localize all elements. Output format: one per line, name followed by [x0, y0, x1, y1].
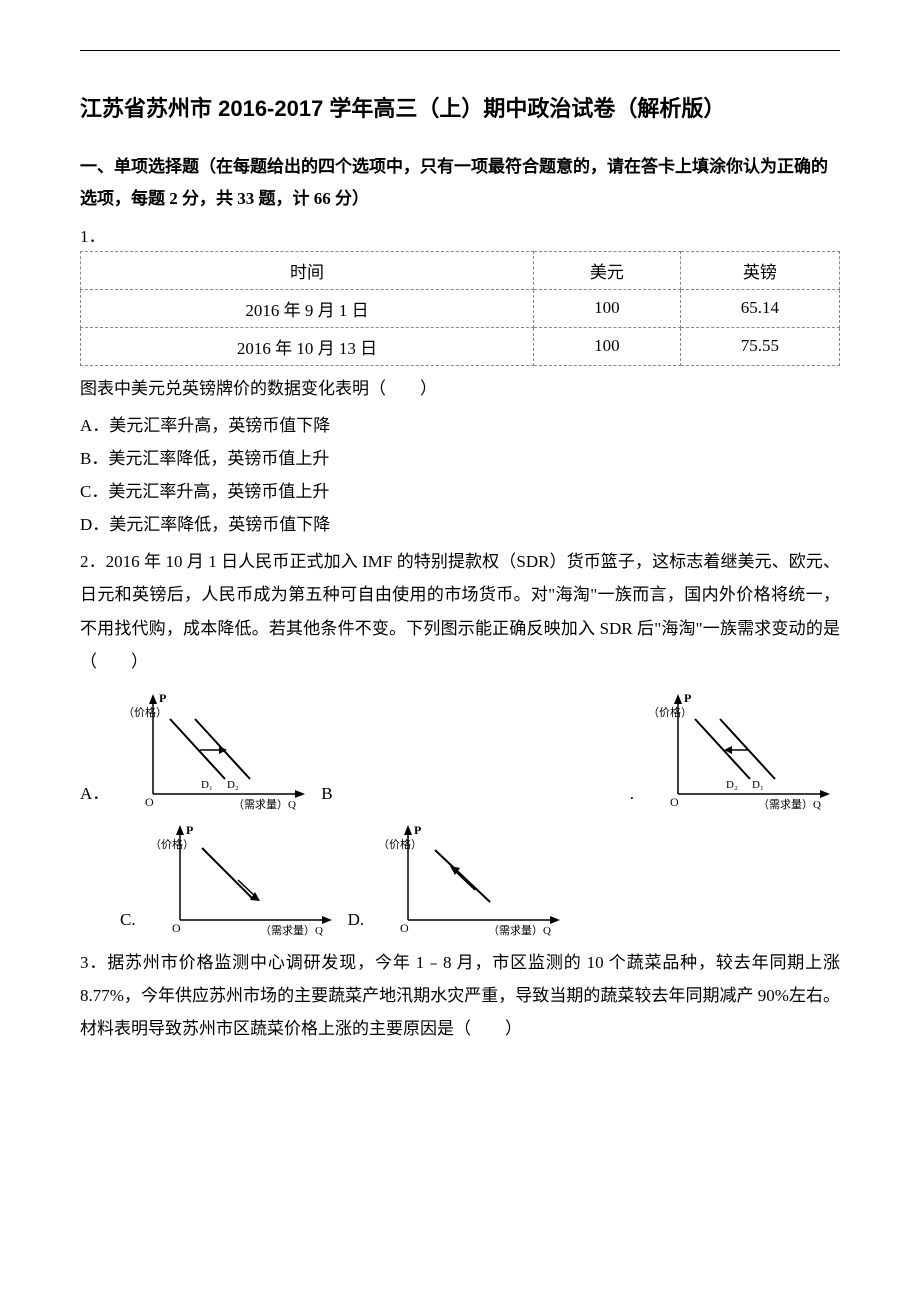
- table-row: 时间 美元 英镑: [81, 251, 840, 289]
- q3-text: 3．据苏州市价格监测中心调研发现，今年 1﹣8 月，市区监测的 10 个蔬菜品种…: [80, 946, 840, 1045]
- q1-table: 时间 美元 英镑 2016 年 9 月 1 日 100 65.14 2016 年…: [80, 251, 840, 366]
- y-axis-label: （价格）: [150, 837, 194, 851]
- table-cell: 75.55: [680, 327, 839, 365]
- top-rule: [80, 50, 840, 51]
- q2-text: 2．2016 年 10 月 1 日人民币正式加入 IMF 的特别提款权（SDR）…: [80, 545, 840, 678]
- q1-option-c: C．美元汇率升高，英镑币值上升: [80, 475, 840, 508]
- y-axis-label-p: P: [186, 823, 193, 837]
- x-axis-label: （需求量）Q: [488, 924, 551, 937]
- q2-label-b: B: [315, 784, 338, 814]
- q2-label-dot: .: [624, 784, 640, 814]
- y-axis-label-p: P: [684, 691, 691, 705]
- x-axis-label: （需求量）Q: [260, 924, 323, 937]
- y-axis-label-p: P: [414, 823, 421, 837]
- y-axis-label: （价格）: [378, 837, 422, 851]
- q1-option-a: A．美元汇率升高，英镑币值下降: [80, 409, 840, 442]
- origin-label: O: [670, 795, 679, 809]
- q2-chart-d: P （价格） O （需求量）Q: [370, 820, 570, 940]
- q2-chart-b: P （价格） O （需求量）Q D₂ D₁: [640, 684, 840, 814]
- q1-prompt: 图表中美元兑英镑牌价的数据变化表明（ ）: [80, 372, 840, 405]
- d2-label: D₂: [726, 779, 738, 791]
- table-cell: 2016 年 10 月 13 日: [81, 327, 534, 365]
- origin-label: O: [400, 921, 409, 935]
- origin-label: O: [145, 795, 154, 809]
- table-header: 美元: [533, 251, 680, 289]
- y-axis-label: （价格）: [648, 705, 692, 719]
- page-title: 江苏省苏州市 2016-2017 学年高三（上）期中政治试卷（解析版）: [80, 91, 840, 123]
- d1-label: D₁: [201, 779, 213, 791]
- q2-label-c: C.: [120, 910, 142, 940]
- table-row: 2016 年 9 月 1 日 100 65.14: [81, 289, 840, 327]
- q1-option-d: D．美元汇率降低，英镑币值下降: [80, 508, 840, 541]
- origin-label: O: [172, 921, 181, 935]
- d1-label: D₁: [752, 779, 764, 791]
- d2-label: D₂: [227, 779, 239, 791]
- q2-label-a: A．: [80, 779, 115, 814]
- q2-chart-row-2: C. P （价格） O （需求量）Q D.: [80, 820, 840, 940]
- q1-option-b: B．美元汇率降低，英镑币值上升: [80, 442, 840, 475]
- x-axis-label: （需求量）Q: [758, 798, 821, 811]
- table-header: 时间: [81, 251, 534, 289]
- y-axis-label: （价格）: [123, 705, 167, 719]
- table-cell: 100: [533, 289, 680, 327]
- q2-label-d: D.: [342, 910, 371, 940]
- x-axis-label: （需求量）Q: [233, 798, 296, 811]
- table-header: 英镑: [680, 251, 839, 289]
- section-instructions: 一、单项选择题（在每题给出的四个选项中，只有一项最符合题意的，请在答卡上填涂你认…: [80, 151, 840, 216]
- y-axis-label-p: P: [159, 691, 166, 705]
- table-cell: 2016 年 9 月 1 日: [81, 289, 534, 327]
- q1-number: 1．: [80, 222, 840, 247]
- q2-chart-row-1: A． P （价格） O （需求量）Q D₁ D₂ B .: [80, 684, 840, 814]
- table-row: 2016 年 10 月 13 日 100 75.55: [81, 327, 840, 365]
- q2-chart-a: P （价格） O （需求量）Q D₁ D₂: [115, 684, 315, 814]
- table-cell: 65.14: [680, 289, 839, 327]
- table-cell: 100: [533, 327, 680, 365]
- q2-chart-c: P （价格） O （需求量）Q: [142, 820, 342, 940]
